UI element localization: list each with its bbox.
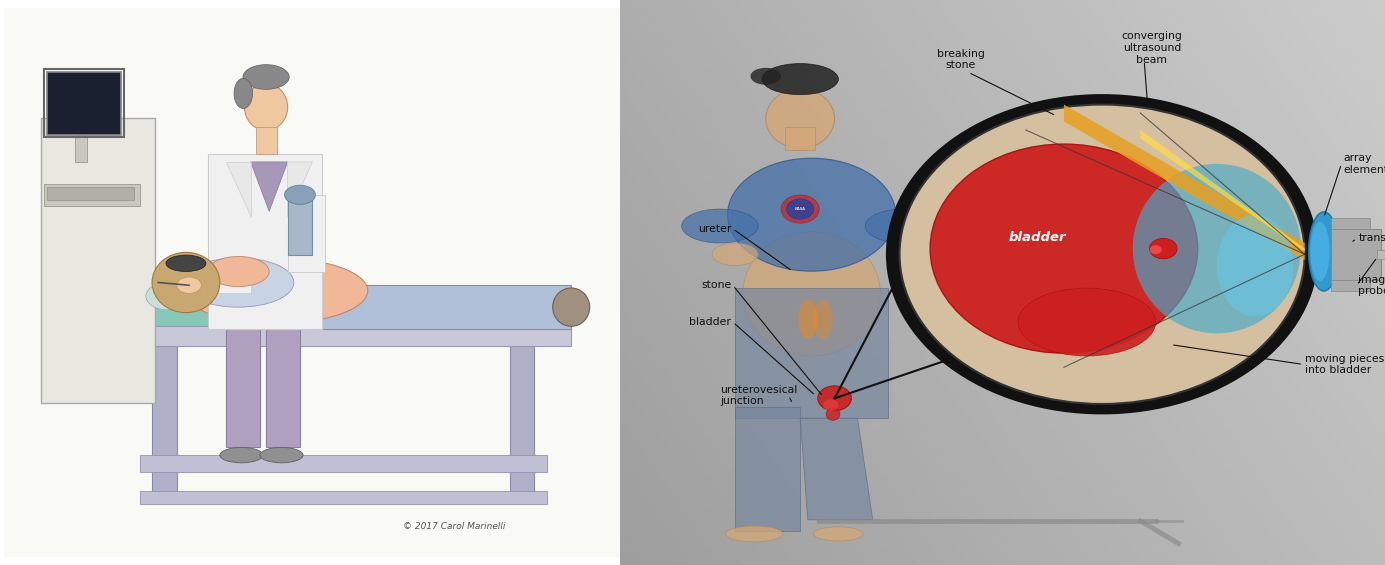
- Circle shape: [823, 399, 838, 411]
- Ellipse shape: [1133, 164, 1301, 333]
- Bar: [735, 407, 801, 531]
- Polygon shape: [226, 162, 251, 217]
- Ellipse shape: [742, 232, 881, 356]
- Ellipse shape: [712, 243, 758, 266]
- Ellipse shape: [813, 299, 832, 339]
- Bar: [510, 346, 535, 502]
- Ellipse shape: [245, 84, 288, 131]
- Text: ureter: ureter: [698, 224, 731, 234]
- Ellipse shape: [825, 408, 839, 420]
- Ellipse shape: [234, 79, 252, 108]
- Bar: [140, 491, 547, 505]
- Ellipse shape: [762, 64, 838, 95]
- Text: © 2017 Carol Marinelli: © 2017 Carol Marinelli: [403, 522, 506, 531]
- Ellipse shape: [553, 288, 590, 327]
- Circle shape: [1150, 238, 1177, 259]
- Bar: [127, 299, 571, 329]
- Ellipse shape: [798, 299, 817, 339]
- Bar: [288, 195, 312, 255]
- Circle shape: [787, 199, 814, 219]
- Circle shape: [888, 95, 1317, 413]
- Ellipse shape: [726, 526, 783, 542]
- Bar: [208, 154, 321, 329]
- Bar: [42, 118, 155, 403]
- Text: converging
ultrasound
beam: converging ultrasound beam: [1122, 32, 1183, 64]
- Ellipse shape: [727, 158, 896, 271]
- Bar: [127, 327, 571, 346]
- Text: bladder: bladder: [690, 317, 731, 327]
- Bar: [1331, 229, 1381, 280]
- Bar: [288, 195, 324, 272]
- Ellipse shape: [1217, 215, 1294, 316]
- Circle shape: [1150, 245, 1162, 254]
- Ellipse shape: [1310, 221, 1330, 281]
- Bar: [785, 127, 816, 150]
- Ellipse shape: [751, 68, 781, 85]
- Text: stone: stone: [701, 280, 731, 290]
- Circle shape: [899, 105, 1305, 404]
- Text: ureterovesical
junction: ureterovesical junction: [720, 385, 798, 406]
- Ellipse shape: [1309, 212, 1339, 291]
- Text: imaging
probe: imaging probe: [1359, 275, 1385, 296]
- Ellipse shape: [183, 258, 294, 307]
- Bar: [266, 329, 301, 447]
- Polygon shape: [288, 162, 312, 217]
- Bar: [226, 329, 260, 447]
- Bar: [1377, 250, 1385, 259]
- Bar: [47, 72, 122, 134]
- Text: NASA: NASA: [795, 207, 806, 211]
- Bar: [140, 455, 547, 472]
- Polygon shape: [801, 418, 873, 520]
- Ellipse shape: [183, 258, 368, 324]
- Ellipse shape: [681, 209, 758, 243]
- Bar: [44, 184, 140, 206]
- Ellipse shape: [1018, 288, 1155, 356]
- Bar: [75, 107, 87, 162]
- Bar: [312, 285, 571, 329]
- Polygon shape: [1064, 105, 1305, 260]
- Polygon shape: [251, 162, 288, 211]
- Text: moving pieces
into bladder: moving pieces into bladder: [1305, 354, 1384, 375]
- Bar: [152, 346, 177, 502]
- Text: breaking
stone: breaking stone: [936, 49, 985, 70]
- Bar: [177, 272, 251, 293]
- Ellipse shape: [813, 527, 863, 541]
- Ellipse shape: [220, 447, 263, 463]
- Bar: [47, 186, 133, 201]
- Ellipse shape: [931, 144, 1198, 353]
- Polygon shape: [1331, 218, 1370, 229]
- Ellipse shape: [284, 185, 316, 205]
- Circle shape: [152, 253, 220, 312]
- Ellipse shape: [866, 209, 942, 243]
- Polygon shape: [1331, 280, 1370, 291]
- Ellipse shape: [260, 447, 303, 463]
- Ellipse shape: [242, 64, 289, 89]
- Ellipse shape: [166, 255, 206, 272]
- Circle shape: [817, 386, 852, 411]
- Bar: [44, 69, 125, 137]
- Ellipse shape: [177, 277, 201, 293]
- Ellipse shape: [766, 89, 835, 148]
- Bar: [256, 127, 277, 154]
- Circle shape: [781, 195, 820, 223]
- Bar: [735, 288, 888, 418]
- Text: array
elements: array elements: [1343, 153, 1385, 175]
- FancyBboxPatch shape: [0, 0, 638, 565]
- Ellipse shape: [208, 257, 269, 286]
- Text: transducer: transducer: [1359, 233, 1385, 244]
- Text: bladder: bladder: [1008, 231, 1066, 244]
- Ellipse shape: [145, 282, 188, 310]
- Polygon shape: [1140, 130, 1305, 251]
